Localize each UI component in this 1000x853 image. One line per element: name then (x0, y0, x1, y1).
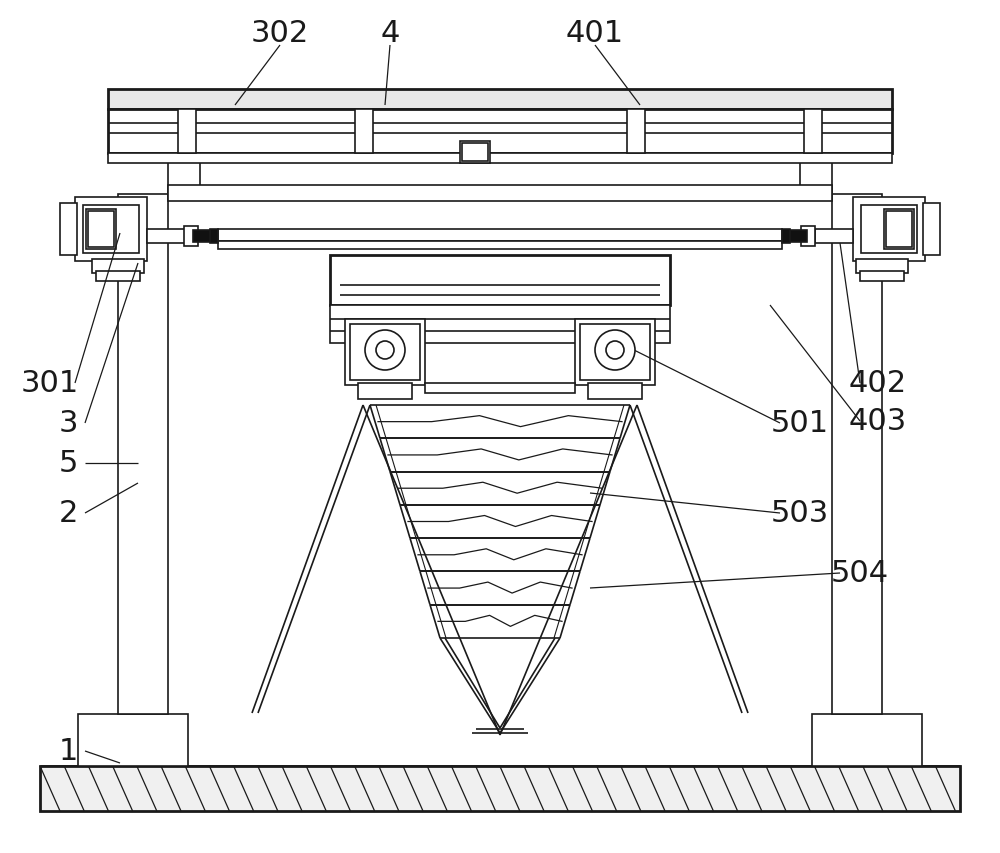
Bar (178, 110, 196, 154)
Bar (330, 305, 670, 344)
Bar (782, 229, 790, 244)
Bar (861, 206, 917, 253)
Text: 1: 1 (58, 737, 78, 766)
Circle shape (365, 331, 405, 370)
Text: 401: 401 (566, 20, 624, 49)
Bar (193, 230, 211, 243)
Bar (96, 272, 140, 281)
Bar (60, 204, 77, 256)
Bar (40, 766, 960, 811)
Bar (804, 110, 822, 154)
Bar (801, 227, 815, 247)
Bar (886, 212, 912, 247)
Bar (108, 154, 892, 164)
Circle shape (595, 331, 635, 370)
Bar (108, 110, 892, 154)
Text: 501: 501 (771, 409, 829, 438)
Bar (462, 144, 488, 162)
Bar (330, 256, 670, 305)
Bar (350, 325, 420, 380)
Bar (78, 714, 188, 766)
Bar (210, 229, 218, 244)
Bar (789, 230, 807, 243)
Text: 503: 503 (771, 499, 829, 528)
Bar (580, 325, 650, 380)
Text: 5: 5 (58, 449, 78, 478)
Bar (575, 320, 655, 386)
Text: 402: 402 (849, 369, 907, 398)
Bar (923, 204, 940, 256)
Bar (425, 384, 575, 393)
Text: 4: 4 (380, 20, 400, 49)
Bar (147, 229, 185, 244)
Bar (812, 714, 922, 766)
Bar (853, 198, 925, 262)
Bar (588, 384, 642, 399)
Circle shape (606, 341, 624, 360)
Bar (460, 142, 490, 164)
Bar (856, 259, 908, 274)
Bar (218, 241, 782, 250)
Bar (88, 212, 114, 247)
Bar (860, 272, 904, 281)
Text: 403: 403 (849, 407, 907, 436)
Bar (83, 206, 139, 253)
Text: 301: 301 (21, 369, 79, 398)
Text: 504: 504 (831, 559, 889, 588)
Bar (118, 194, 168, 714)
Bar (627, 110, 645, 154)
Bar (184, 227, 198, 247)
Bar (92, 259, 144, 274)
Bar (355, 110, 373, 154)
Bar (345, 320, 425, 386)
Bar (832, 194, 882, 714)
Bar (358, 384, 412, 399)
Bar (168, 186, 832, 202)
Text: 302: 302 (251, 20, 309, 49)
Text: 3: 3 (58, 409, 78, 438)
Bar (884, 210, 914, 250)
Circle shape (376, 341, 394, 360)
Bar (218, 229, 782, 241)
Bar (108, 90, 892, 110)
Bar (86, 210, 116, 250)
Bar (815, 229, 853, 244)
Bar (75, 198, 147, 262)
Text: 2: 2 (58, 499, 78, 528)
